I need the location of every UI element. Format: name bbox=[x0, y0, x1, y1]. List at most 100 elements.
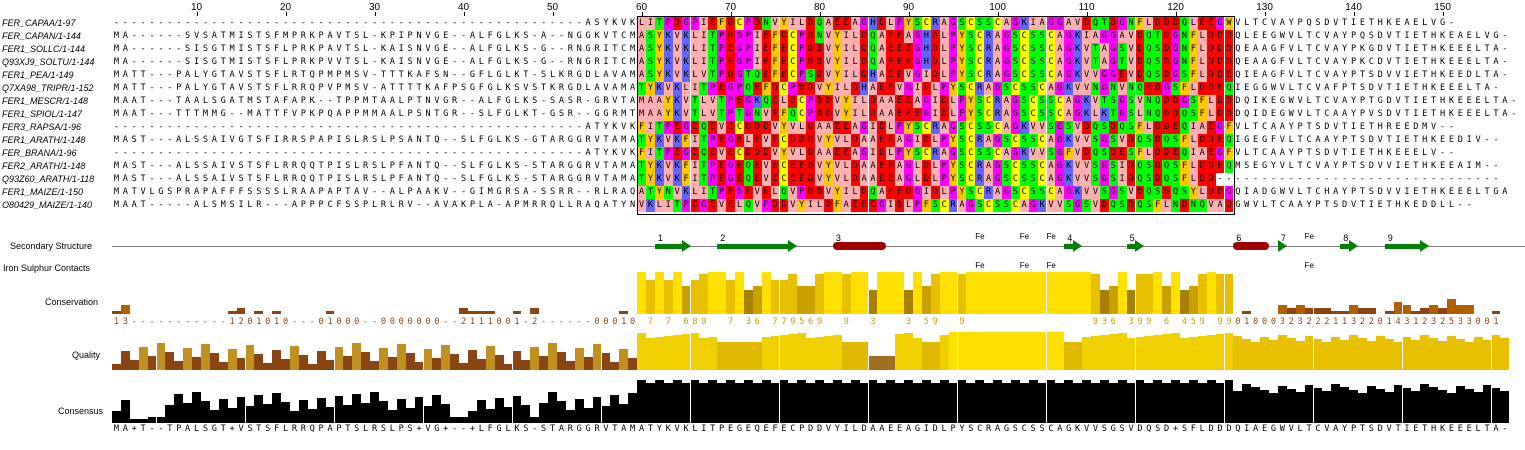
residue: G bbox=[904, 160, 913, 173]
residue: A bbox=[1019, 199, 1029, 212]
residue: L bbox=[185, 161, 191, 171]
consensus-residue: P bbox=[336, 424, 342, 434]
residue: H bbox=[868, 69, 878, 82]
conservation-bar bbox=[254, 311, 264, 314]
residue: K bbox=[549, 83, 556, 93]
residue: C bbox=[621, 31, 627, 41]
consensus-residue: E bbox=[1466, 424, 1472, 434]
residue: P bbox=[1359, 109, 1366, 119]
residue: G bbox=[993, 160, 1002, 173]
sequence-name-column[interactable]: FER_CAPAA/1-97 FER_CAPAN/1-144 FER1_SOLLC/… bbox=[0, 16, 110, 231]
sequence-name[interactable]: Q93Z60_ARATH/1-118 bbox=[2, 174, 95, 184]
residue: P bbox=[300, 96, 306, 106]
ruler-label: 90 bbox=[902, 2, 915, 13]
residue: H bbox=[1377, 122, 1383, 132]
consensus-bar bbox=[877, 383, 887, 423]
residue: C bbox=[939, 199, 949, 212]
sequence-name[interactable]: FER_BRANA/1-96 bbox=[2, 148, 77, 158]
residue: V bbox=[672, 30, 682, 43]
residue: T bbox=[1484, 57, 1490, 67]
sequence-name[interactable]: Q7XA98_TRIPR/1-152 bbox=[2, 83, 94, 93]
residue: M bbox=[637, 95, 646, 108]
residue: S bbox=[1315, 18, 1321, 28]
residue: T bbox=[1117, 56, 1127, 69]
residue: D bbox=[1215, 30, 1225, 43]
consensus-residue: D bbox=[1377, 424, 1383, 434]
residue: V bbox=[1333, 122, 1339, 132]
residue: Q bbox=[1144, 43, 1154, 56]
residue: V bbox=[895, 82, 905, 95]
residue: D bbox=[752, 121, 762, 134]
sequence-name[interactable]: FER1_PEA/1-149 bbox=[2, 70, 74, 80]
sequence-name[interactable]: FER_CAPAN/1-144 bbox=[2, 31, 81, 41]
residue: P bbox=[797, 56, 807, 69]
conservation-bar bbox=[841, 274, 851, 314]
sequence-name[interactable]: FER1_SPIOL/1-147 bbox=[2, 109, 83, 119]
residue: A bbox=[211, 174, 217, 184]
consensus-bar bbox=[1180, 383, 1189, 423]
quality-bar bbox=[503, 364, 513, 370]
residue: V bbox=[815, 173, 824, 186]
residue: G bbox=[211, 44, 217, 54]
consensus-residue: T bbox=[710, 424, 716, 434]
residue: - bbox=[363, 148, 369, 158]
residue: F bbox=[1224, 147, 1234, 160]
residue: S bbox=[975, 95, 985, 108]
quality-bar bbox=[1197, 336, 1207, 370]
residue: A bbox=[1037, 17, 1047, 30]
quality-bar bbox=[183, 348, 193, 370]
quality-bar bbox=[957, 332, 967, 370]
residue: E bbox=[672, 147, 682, 160]
quality-bar bbox=[654, 337, 664, 370]
sequence-name[interactable]: FER1_MESCR/1-148 bbox=[2, 96, 89, 106]
consensus-bar bbox=[387, 410, 397, 423]
consensus-bar bbox=[637, 380, 646, 423]
residue: D bbox=[1153, 134, 1163, 147]
residue: D bbox=[1206, 56, 1216, 69]
sequence-name[interactable]: FER1_SOLLC/1-144 bbox=[2, 44, 86, 54]
quality-bar bbox=[361, 352, 371, 370]
sequence-name[interactable]: Q93XJ9_SOLTU/1-144 bbox=[2, 57, 95, 67]
conservation-bar bbox=[530, 308, 540, 314]
sequence-name[interactable]: O80429_MAIZE/1-140 bbox=[2, 200, 93, 210]
residue: M bbox=[202, 109, 209, 119]
residue: A bbox=[603, 70, 609, 80]
consensus-residue: A bbox=[558, 424, 565, 434]
sequence-name[interactable]: FER1_ARATH/1-148 bbox=[2, 135, 86, 145]
residue: P bbox=[939, 160, 949, 173]
consensus-residue: T bbox=[220, 424, 226, 434]
residue: V bbox=[229, 161, 235, 171]
residue: Y bbox=[1342, 187, 1348, 197]
residue: A bbox=[637, 69, 646, 82]
residue: E bbox=[690, 121, 700, 134]
residue: T bbox=[1306, 148, 1312, 158]
residue: G bbox=[913, 30, 922, 43]
residue: P bbox=[797, 43, 807, 56]
quality-bar bbox=[895, 334, 905, 370]
residue: A bbox=[895, 160, 905, 173]
alignment-area[interactable]: ----------------------------------------… bbox=[0, 16, 1525, 231]
residue: E bbox=[1448, 44, 1455, 54]
residue: S bbox=[1019, 160, 1029, 173]
sequence-name[interactable]: FER_CAPAA/1-97 bbox=[2, 18, 76, 28]
residue: E bbox=[717, 160, 727, 173]
sequence-name[interactable]: FER3_RAPSA/1-96 bbox=[2, 122, 82, 132]
residue: H bbox=[921, 43, 931, 56]
quality-bar bbox=[752, 342, 762, 370]
residue: R bbox=[558, 187, 565, 197]
residue: S bbox=[957, 173, 967, 186]
residue: T bbox=[256, 44, 262, 54]
residue: K bbox=[654, 160, 664, 173]
residue: A bbox=[824, 121, 833, 134]
residue: - bbox=[416, 122, 422, 132]
residue: L bbox=[1144, 147, 1154, 160]
sequence-name[interactable]: FER2_ARATH/1-148 bbox=[2, 161, 86, 171]
residue: T bbox=[1413, 135, 1419, 145]
residue: V bbox=[1126, 43, 1136, 56]
residue: E bbox=[726, 147, 735, 160]
residue: Y bbox=[779, 147, 789, 160]
sequence-name[interactable]: FER1_MAIZE/1-150 bbox=[2, 187, 84, 197]
residue: C bbox=[1046, 69, 1056, 82]
residue: G bbox=[735, 56, 744, 69]
residue: T bbox=[1484, 187, 1490, 197]
